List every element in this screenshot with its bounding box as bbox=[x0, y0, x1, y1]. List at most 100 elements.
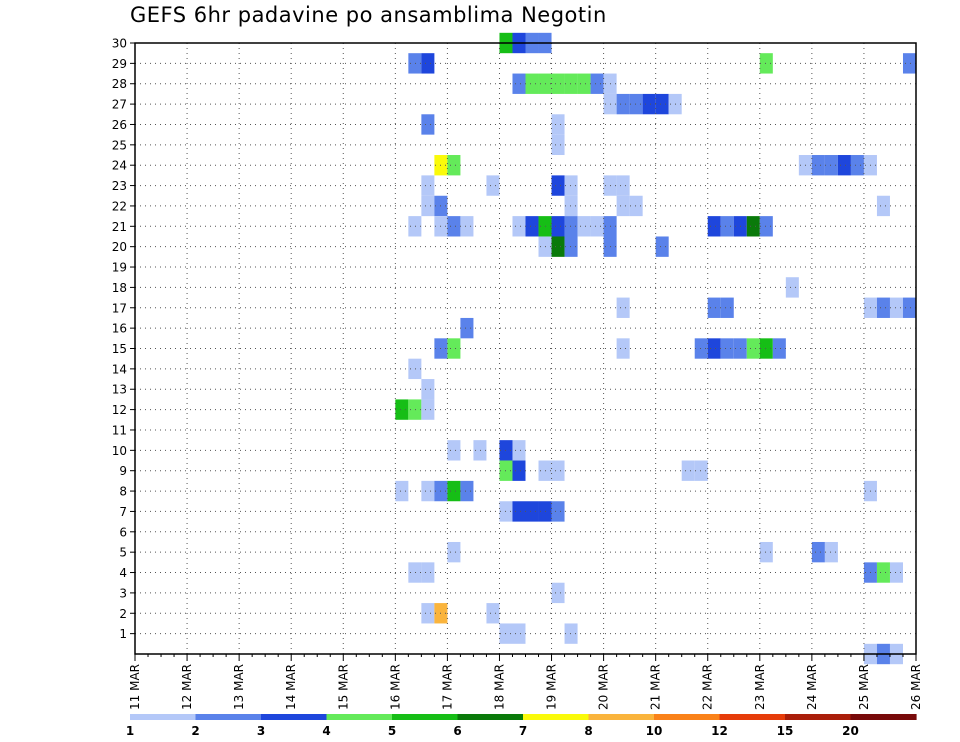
x-tick-label: 14 MAR bbox=[284, 664, 298, 710]
heatmap-cell bbox=[759, 338, 773, 359]
heatmap-cell bbox=[824, 541, 838, 563]
colorbar-label: 5 bbox=[388, 724, 396, 738]
heatmap-cell bbox=[616, 175, 630, 196]
heatmap-cell bbox=[447, 440, 461, 461]
x-tick-label: 24 MAR bbox=[805, 664, 819, 710]
heatmap-cell bbox=[551, 460, 565, 481]
heatmap-cell bbox=[551, 582, 565, 604]
heatmap-cell bbox=[551, 175, 565, 196]
heatmap-cell bbox=[746, 338, 760, 359]
heatmap-cell bbox=[460, 480, 474, 502]
heatmap-cell bbox=[694, 338, 708, 359]
heatmap-cell bbox=[577, 216, 591, 237]
heatmap-cell bbox=[837, 155, 851, 176]
y-tick-label: 27 bbox=[112, 98, 127, 112]
colorbar-segment bbox=[850, 714, 917, 720]
heatmap-cell bbox=[564, 195, 578, 217]
y-tick-label: 12 bbox=[112, 403, 127, 417]
heatmap-cell bbox=[720, 297, 734, 318]
y-tick-label: 20 bbox=[112, 240, 127, 254]
heatmap-cell bbox=[590, 216, 604, 237]
y-tick-label: 2 bbox=[119, 607, 127, 621]
colorbar-label: 3 bbox=[257, 724, 265, 738]
y-tick-label: 26 bbox=[112, 118, 127, 132]
heatmap-cell bbox=[551, 236, 565, 257]
heatmap-cell bbox=[759, 541, 773, 563]
heatmap-cell bbox=[408, 216, 422, 237]
heatmap-cell bbox=[707, 297, 721, 318]
heatmap-cell bbox=[811, 541, 825, 563]
heatmap-cell bbox=[577, 73, 591, 94]
heatmap-cell bbox=[629, 93, 643, 115]
y-tick-label: 11 bbox=[112, 423, 127, 437]
colorbar-segment bbox=[130, 714, 197, 720]
colorbar-segment bbox=[523, 714, 590, 720]
x-tick-label: 13 MAR bbox=[232, 664, 246, 710]
colorbar-segment bbox=[261, 714, 328, 720]
colorbar-segment bbox=[785, 714, 852, 720]
x-tick-label: 16 MAR bbox=[388, 664, 402, 710]
heatmap-cell bbox=[564, 73, 578, 94]
y-tick-label: 19 bbox=[112, 261, 127, 275]
y-tick-label: 10 bbox=[112, 444, 127, 458]
y-tick-label: 23 bbox=[112, 179, 127, 193]
x-tick-label: 21 MAR bbox=[649, 664, 663, 710]
colorbar-label: 4 bbox=[322, 724, 330, 738]
y-tick-label: 1 bbox=[119, 627, 127, 641]
colorbar-label: 15 bbox=[777, 724, 794, 738]
heatmap-cell bbox=[486, 175, 500, 196]
colorbar-label: 2 bbox=[191, 724, 199, 738]
colorbar-segment bbox=[654, 714, 721, 720]
x-tick-label: 19 MAR bbox=[545, 664, 559, 710]
heatmap-cell bbox=[447, 541, 461, 563]
heatmap-cell bbox=[551, 73, 565, 94]
heatmap-cell bbox=[707, 338, 721, 359]
colorbar-label: 8 bbox=[584, 724, 592, 738]
colorbar-segment bbox=[457, 714, 524, 720]
y-tick-label: 6 bbox=[119, 525, 127, 539]
heatmap-cell bbox=[512, 501, 526, 522]
heatmap-cell bbox=[460, 216, 474, 237]
heatmap-cell bbox=[460, 317, 474, 339]
heatmap-cell bbox=[512, 460, 526, 481]
heatmap-cell bbox=[824, 155, 838, 176]
heatmap-cell bbox=[551, 134, 565, 156]
x-tick-label: 23 MAR bbox=[753, 664, 767, 710]
heatmap-cell bbox=[629, 195, 643, 217]
colorbar-label: 1 bbox=[126, 724, 134, 738]
heatmap-cell bbox=[551, 216, 565, 237]
chart-title: GEFS 6hr padavine po ansamblima Negotin bbox=[130, 3, 607, 27]
heatmap-cell bbox=[876, 297, 890, 318]
y-tick-label: 8 bbox=[119, 485, 127, 499]
y-tick-label: 30 bbox=[112, 37, 127, 51]
heatmap-cell bbox=[616, 195, 630, 217]
heatmap-cell bbox=[746, 216, 760, 237]
heatmap-cell bbox=[447, 155, 461, 176]
heatmap-cell bbox=[421, 603, 435, 624]
heatmap-cell bbox=[811, 155, 825, 176]
heatmap-cell bbox=[421, 195, 435, 217]
heatmap-cell bbox=[408, 53, 422, 74]
colorbar-label: 10 bbox=[646, 724, 663, 738]
x-tick-label: 22 MAR bbox=[701, 664, 715, 710]
colorbar-label: 12 bbox=[711, 724, 728, 738]
heatmap-cell bbox=[785, 277, 799, 298]
y-tick-label: 22 bbox=[112, 199, 127, 213]
heatmap-cell bbox=[421, 175, 435, 196]
y-tick-label: 24 bbox=[112, 159, 127, 173]
y-tick-label: 16 bbox=[112, 322, 127, 336]
heatmap-cell bbox=[395, 399, 409, 420]
heatmap-cell bbox=[525, 216, 539, 237]
y-tick-label: 13 bbox=[112, 383, 127, 397]
y-tick-label: 4 bbox=[119, 566, 127, 580]
heatmap-cell bbox=[512, 440, 526, 461]
heatmap-cell bbox=[564, 236, 578, 257]
x-tick-label: 25 MAR bbox=[857, 664, 871, 710]
y-tick-label: 28 bbox=[112, 77, 127, 91]
x-tick-label: 15 MAR bbox=[336, 664, 350, 710]
colorbar-segment bbox=[392, 714, 459, 720]
heatmap-cell bbox=[590, 73, 604, 94]
heatmap-cell bbox=[551, 114, 565, 135]
colorbar-label: 7 bbox=[519, 724, 527, 738]
